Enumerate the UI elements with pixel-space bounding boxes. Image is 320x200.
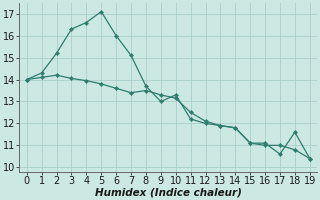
X-axis label: Humidex (Indice chaleur): Humidex (Indice chaleur) [95,187,242,197]
